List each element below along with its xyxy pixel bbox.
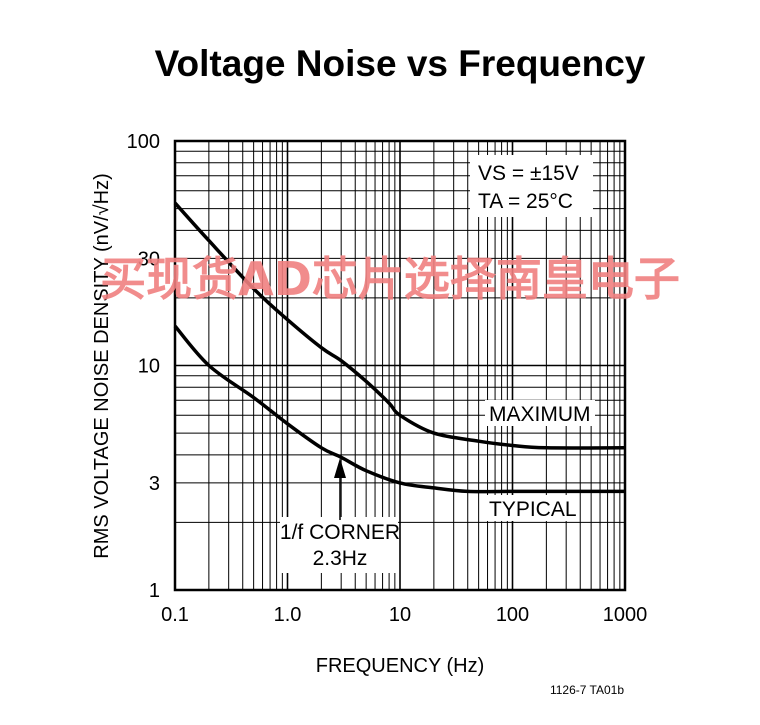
y-tick-label: 100 (127, 131, 160, 153)
y-tick-label: 3 (149, 473, 160, 495)
x-tick-label: 100 (496, 604, 529, 626)
series-line-typical (173, 324, 625, 494)
chart-title: Voltage Noise vs Frequency (155, 43, 646, 84)
series-line-maximum (173, 201, 626, 450)
label-bg-typ (486, 495, 576, 521)
corner-label-bg (280, 517, 398, 573)
plot-frame (173, 139, 627, 592)
figure-code: 1126-7 TA01b (550, 683, 624, 697)
x-tick-label: 10 (389, 604, 411, 626)
y-tick-label: 1 (149, 580, 160, 602)
x-tick-label: 0.1 (161, 604, 189, 626)
x-axis-label: FREQUENCY (Hz) (316, 655, 485, 677)
curves (173, 201, 626, 494)
y-tick-label: 30 (138, 248, 160, 270)
series-label-maximum: MAXIMUM (489, 403, 591, 426)
conditions-box (470, 155, 593, 217)
x-tick-labels: 0.1 1.0 10 100 1000 (161, 604, 647, 626)
watermark: 买现货AD芯片选择南皇电子 (100, 252, 680, 306)
corner-arrow-head (334, 458, 346, 478)
y-axis-label: RMS VOLTAGE NOISE DENSITY (nV/√Hz) (91, 173, 113, 559)
x-tick-label: 1000 (603, 604, 648, 626)
condition-vs: VS = ±15V (478, 162, 579, 185)
label-bg-max (485, 400, 595, 426)
x-tick-label: 1.0 (274, 604, 302, 626)
corner-value: 2.3Hz (313, 547, 368, 570)
condition-ta: TA = 25°C (478, 190, 573, 213)
y-tick-label: 10 (138, 356, 160, 378)
series-label-typical: TYPICAL (489, 498, 577, 521)
y-tick-labels: 1 3 10 30 100 (127, 131, 160, 602)
corner-label: 1/f CORNER (280, 521, 400, 544)
